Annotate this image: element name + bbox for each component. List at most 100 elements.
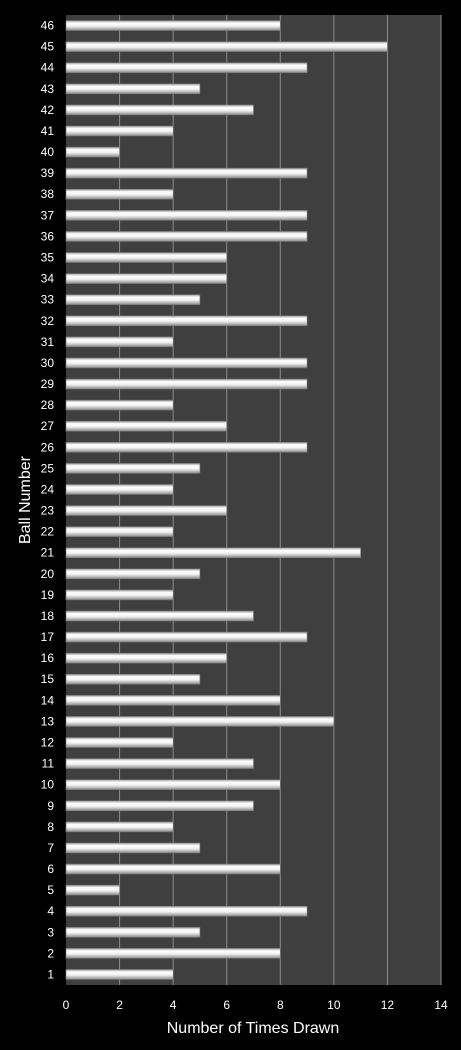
bar-ball-35 [65,252,228,263]
y-tick-label-42: 42 [41,103,55,117]
x-axis-title: Number of Times Drawn [167,1020,340,1037]
bar-ball-30 [65,357,308,369]
bar-ball-43 [65,83,201,95]
bar-ball-31 [65,336,174,348]
bars [65,20,388,980]
y-tick-label-34: 34 [41,272,55,286]
bar-ball-36 [65,231,308,242]
bar-ball-25 [65,463,201,474]
x-tick-label-8: 8 [277,998,284,1012]
plot-area [66,15,441,985]
bar-ball-9 [65,800,254,812]
y-tick-label-22: 22 [41,525,55,539]
y-tick-label-26: 26 [41,440,55,454]
bar-ball-41 [65,125,174,137]
x-tick-label-12: 12 [381,998,395,1012]
bar-ball-2 [65,948,281,959]
bar-ball-3 [65,926,201,938]
y-tick-label-16: 16 [41,651,55,665]
y-tick-label-18: 18 [41,609,55,623]
y-tick-label-40: 40 [41,145,55,159]
bar-ball-21 [65,547,361,559]
bar-ball-28 [65,399,174,411]
y-tick-label-15: 15 [41,672,55,686]
y-tick-label-17: 17 [41,630,55,644]
bar-ball-11 [65,758,254,769]
bar-ball-23 [65,505,228,516]
y-tick-label-35: 35 [41,251,55,265]
x-tick-labels: 0 2 4 6 8 10 12 14 [63,998,448,1012]
bar-ball-1 [65,969,174,980]
bar-ball-14 [65,695,281,706]
bar-ball-20 [65,568,201,580]
y-tick-labels: 1234567891011121314151617181920212223242… [41,19,55,982]
bar-ball-19 [65,589,174,601]
bar-ball-22 [65,526,174,537]
bar-ball-32 [65,315,308,327]
bar-ball-44 [65,62,308,74]
y-tick-label-4: 4 [47,904,54,918]
y-tick-label-20: 20 [41,567,55,581]
x-tick-label-2: 2 [116,998,123,1012]
y-tick-label-29: 29 [41,377,55,391]
y-tick-label-33: 33 [41,293,55,307]
bar-ball-26 [65,441,308,453]
bar-ball-5 [65,884,120,896]
y-axis-title: Ball Number [17,455,34,544]
y-tick-label-11: 11 [42,757,55,771]
bar-ball-39 [65,167,308,179]
x-tick-label-10: 10 [327,998,341,1012]
bar-ball-37 [65,210,308,221]
y-tick-label-1: 1 [47,967,54,981]
y-tick-label-28: 28 [41,398,55,412]
y-tick-label-6: 6 [47,862,54,876]
y-tick-label-37: 37 [41,208,55,222]
bar-ball-27 [65,420,228,432]
y-tick-label-7: 7 [47,841,54,855]
y-tick-label-12: 12 [41,736,55,750]
bar-ball-15 [65,673,201,685]
y-tick-label-41: 41 [41,124,55,138]
y-tick-label-9: 9 [47,799,54,813]
bar-ball-18 [65,610,254,622]
x-tick-label-4: 4 [170,998,177,1012]
y-tick-label-19: 19 [41,588,55,602]
bar-ball-12 [65,737,174,748]
y-tick-label-8: 8 [47,820,54,834]
bar-ball-7 [65,842,201,854]
y-tick-label-32: 32 [41,314,55,328]
bar-ball-24 [65,484,174,495]
bar-ball-29 [65,378,308,390]
bar-ball-42 [65,104,254,116]
x-tick-label-6: 6 [223,998,230,1012]
y-tick-label-27: 27 [41,419,55,433]
bar-ball-10 [65,779,281,790]
y-tick-label-46: 46 [41,19,55,33]
y-tick-label-3: 3 [47,925,54,939]
bar-ball-33 [65,294,201,305]
y-tick-label-14: 14 [41,693,55,707]
x-tick-label-14: 14 [434,998,448,1012]
y-tick-label-44: 44 [41,61,55,75]
y-tick-label-21: 21 [41,546,55,560]
y-tick-label-24: 24 [41,482,55,496]
y-tick-label-45: 45 [41,40,55,54]
y-tick-label-43: 43 [41,82,55,96]
y-tick-label-30: 30 [41,356,55,370]
bar-ball-6 [65,863,281,875]
y-tick-label-5: 5 [47,883,54,897]
y-tick-label-38: 38 [41,187,55,201]
bar-ball-4 [65,905,308,917]
y-tick-label-31: 31 [41,335,55,349]
y-tick-label-36: 36 [41,229,55,243]
bar-ball-34 [65,273,228,284]
bar-ball-46 [65,20,281,31]
y-tick-label-13: 13 [41,714,55,728]
y-tick-label-2: 2 [47,946,54,960]
y-tick-label-23: 23 [41,504,55,518]
x-tick-label-0: 0 [63,998,70,1012]
bar-ball-13 [65,716,335,727]
y-tick-label-39: 39 [41,166,55,180]
